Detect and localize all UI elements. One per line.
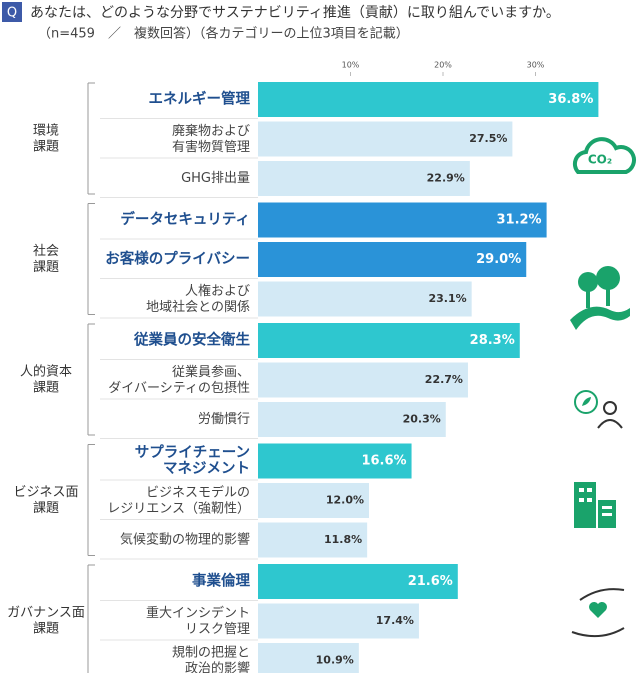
group-label: ガバナンス面課題 <box>7 605 85 636</box>
category-label: 人権および地域社会との関係 <box>146 283 250 315</box>
bar <box>258 121 513 157</box>
value-label: 22.9% <box>427 172 465 185</box>
category-label: 事業倫理 <box>192 572 250 590</box>
value-label: 23.1% <box>429 292 467 305</box>
category-label: エネルギー管理 <box>149 90 251 108</box>
value-label: 31.2% <box>496 213 541 228</box>
category-label: 従業員の安全衛生 <box>133 331 250 349</box>
x-tick-label: 10% <box>342 61 360 70</box>
category-label: 従業員参画、ダイバーシティの包摂性 <box>108 364 250 396</box>
icon-people <box>574 390 623 429</box>
q-mark: Q <box>7 6 17 21</box>
bar <box>258 281 472 317</box>
x-tick-label: 30% <box>527 61 545 70</box>
bar <box>258 362 468 398</box>
value-label: 29.0% <box>476 252 521 267</box>
bar <box>258 522 368 558</box>
bar <box>258 202 547 238</box>
value-label: 16.6% <box>361 454 406 469</box>
category-label: GHG排出量 <box>181 171 250 186</box>
icon-label: CO₂ <box>588 153 612 167</box>
group-label: 環境課題 <box>33 123 59 154</box>
value-label: 17.4% <box>376 614 414 627</box>
value-label: 12.0% <box>326 494 364 507</box>
x-tick-label: 20% <box>434 61 452 70</box>
value-label: 27.5% <box>469 132 507 145</box>
bar <box>258 82 599 117</box>
bar <box>258 643 359 677</box>
icon-hands-heart <box>571 588 625 638</box>
title: あなたは、どのような分野でサステナビリティ推進（貢献）に取り組んでいますか。 <box>30 5 560 21</box>
q-box <box>2 2 22 22</box>
bar <box>258 242 527 277</box>
group-label: 社会課題 <box>33 243 59 275</box>
category-label: サプライチェーンマネジメント <box>135 444 250 477</box>
category-label: 重大インシデントリスク管理 <box>146 605 250 637</box>
bar <box>258 161 470 196</box>
icon-trees <box>570 266 630 330</box>
value-label: 11.8% <box>324 533 362 546</box>
value-label: 36.8% <box>548 92 593 107</box>
category-label: 廃棄物および有害物質管理 <box>172 123 250 155</box>
bar <box>258 323 520 358</box>
bar <box>258 402 446 437</box>
category-label: データセキュリティ <box>120 210 250 228</box>
bar <box>258 483 369 518</box>
icon-cloud: CO₂ <box>572 137 636 174</box>
bar <box>258 443 412 479</box>
category-label: 労働慣行 <box>198 411 250 427</box>
value-label: 21.6% <box>408 574 453 589</box>
subtitle: （n=459 ／ 複数回答）（各カテゴリーの上位3項目を記載） <box>38 26 409 42</box>
icon-building <box>574 482 616 528</box>
category-label: ビジネスモデルのレジリエンス（強靭性） <box>107 484 250 516</box>
category-label: 気候変動の物理的影響 <box>120 532 250 548</box>
category-label: 規制の把握と政治的影響 <box>172 645 250 673</box>
value-label: 20.3% <box>403 413 441 426</box>
bar <box>258 603 419 639</box>
bar <box>258 564 458 599</box>
value-label: 28.3% <box>470 333 515 348</box>
value-label: 10.9% <box>316 654 354 667</box>
value-label: 22.7% <box>425 373 463 386</box>
group-label: 人的資本課題 <box>20 363 72 395</box>
group-label: ビジネス面課題 <box>13 485 78 516</box>
category-label: お客様のプライバシー <box>105 250 250 268</box>
